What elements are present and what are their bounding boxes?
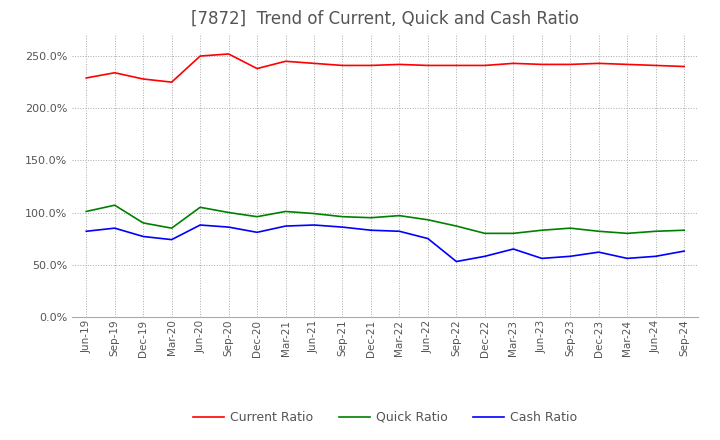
Quick Ratio [282,209,290,214]
Cash Ratio [282,224,290,229]
Quick Ratio [509,231,518,236]
Quick Ratio [595,229,603,234]
Quick Ratio [366,215,375,220]
Cash Ratio [423,236,432,241]
Quick Ratio [196,205,204,210]
Cash Ratio [82,229,91,234]
Cash Ratio [595,249,603,255]
Current Ratio [452,63,461,68]
Quick Ratio [110,202,119,208]
Cash Ratio [167,237,176,242]
Line: Quick Ratio: Quick Ratio [86,205,684,233]
Quick Ratio [253,214,261,219]
Line: Cash Ratio: Cash Ratio [86,225,684,261]
Current Ratio [167,80,176,85]
Cash Ratio [537,256,546,261]
Current Ratio [537,62,546,67]
Quick Ratio [139,220,148,226]
Cash Ratio [652,254,660,259]
Cash Ratio [480,254,489,259]
Quick Ratio [480,231,489,236]
Current Ratio [566,62,575,67]
Quick Ratio [623,231,631,236]
Quick Ratio [652,229,660,234]
Current Ratio [82,75,91,81]
Cash Ratio [338,224,347,230]
Quick Ratio [82,209,91,214]
Cash Ratio [566,254,575,259]
Current Ratio [423,63,432,68]
Cash Ratio [366,227,375,233]
Current Ratio [139,77,148,82]
Current Ratio [366,63,375,68]
Current Ratio [509,61,518,66]
Cash Ratio [680,249,688,254]
Quick Ratio [225,210,233,215]
Current Ratio [225,51,233,57]
Line: Current Ratio: Current Ratio [86,54,684,82]
Quick Ratio [452,224,461,229]
Quick Ratio [338,214,347,219]
Cash Ratio [110,226,119,231]
Current Ratio [282,59,290,64]
Quick Ratio [167,226,176,231]
Title: [7872]  Trend of Current, Quick and Cash Ratio: [7872] Trend of Current, Quick and Cash … [192,10,579,28]
Quick Ratio [566,226,575,231]
Current Ratio [652,63,660,68]
Cash Ratio [623,256,631,261]
Current Ratio [680,64,688,69]
Current Ratio [338,63,347,68]
Cash Ratio [509,246,518,252]
Quick Ratio [537,227,546,233]
Cash Ratio [253,230,261,235]
Cash Ratio [310,222,318,227]
Quick Ratio [423,217,432,223]
Current Ratio [395,62,404,67]
Legend: Current Ratio, Quick Ratio, Cash Ratio: Current Ratio, Quick Ratio, Cash Ratio [188,406,582,429]
Quick Ratio [310,211,318,216]
Current Ratio [253,66,261,71]
Current Ratio [110,70,119,75]
Current Ratio [595,61,603,66]
Cash Ratio [395,229,404,234]
Cash Ratio [139,234,148,239]
Cash Ratio [225,224,233,230]
Current Ratio [623,62,631,67]
Current Ratio [196,53,204,59]
Current Ratio [480,63,489,68]
Cash Ratio [452,259,461,264]
Cash Ratio [196,222,204,227]
Quick Ratio [395,213,404,218]
Current Ratio [310,61,318,66]
Quick Ratio [680,227,688,233]
